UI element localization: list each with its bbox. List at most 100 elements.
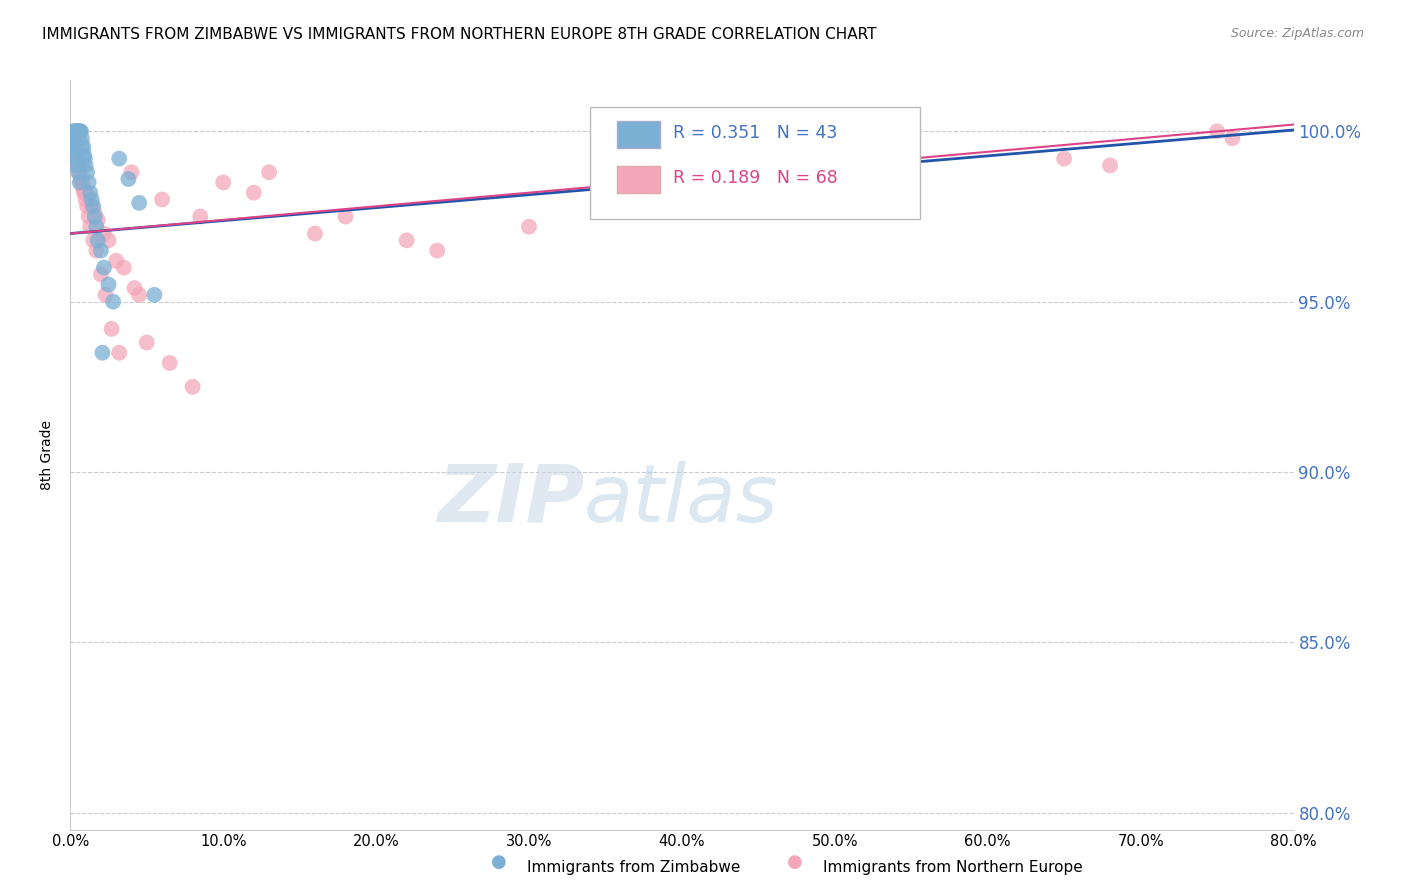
Text: Source: ZipAtlas.com: Source: ZipAtlas.com [1230,27,1364,40]
Point [72,178,94,193]
FancyBboxPatch shape [617,121,659,148]
Point [65,124,87,138]
Point [66,124,89,138]
Point [108,152,131,166]
Point [105,253,128,268]
Point [66,158,89,172]
Point [112,260,135,275]
Point [101,294,124,309]
Point [97,233,120,247]
Point [395,233,418,247]
Point [76,199,98,213]
Point [80,193,103,207]
Point [91,345,114,359]
Point [128,288,150,302]
Point [80,199,103,213]
Point [181,380,204,394]
Point [67,165,90,179]
Point [188,210,211,224]
Point [70,172,93,186]
Point [62,131,84,145]
Point [121,165,143,179]
Point [70,131,93,145]
Point [63,152,86,166]
Point [75,193,97,207]
Point [257,165,280,179]
Text: R = 0.189   N = 68: R = 0.189 N = 68 [673,169,838,186]
Text: ZIP: ZIP [437,461,583,539]
Point [335,210,357,224]
Point [1053,152,1076,166]
Point [73,148,96,162]
Point [426,244,449,258]
Point [900,176,922,190]
Point [128,195,150,210]
Point [69,165,91,179]
Text: atlas: atlas [583,461,779,539]
Point [66,155,89,169]
Text: IMMIGRANTS FROM ZIMBABWE VS IMMIGRANTS FROM NORTHERN EUROPE 8TH GRADE CORRELATIO: IMMIGRANTS FROM ZIMBABWE VS IMMIGRANTS F… [42,27,877,42]
Point [212,176,235,190]
Point [135,335,157,350]
Text: ●: ● [491,853,508,871]
Point [65,148,87,162]
Point [62,138,84,153]
Point [87,233,110,247]
Point [69,124,91,138]
Point [595,199,617,213]
Point [79,219,101,234]
Point [84,244,107,258]
Point [69,169,91,183]
Point [72,138,94,153]
Point [108,345,131,359]
Point [72,141,94,155]
Point [66,124,89,138]
Point [65,124,87,138]
Point [77,176,100,190]
Point [702,199,724,213]
Point [83,210,105,224]
Text: Immigrants from Zimbabwe: Immigrants from Zimbabwe [527,860,741,874]
Point [73,186,96,200]
Point [93,260,115,275]
Point [69,165,91,179]
Point [62,145,84,159]
Point [90,268,112,282]
Point [93,227,115,241]
Text: Immigrants from Northern Europe: Immigrants from Northern Europe [823,860,1083,874]
Point [304,227,326,241]
FancyBboxPatch shape [617,167,659,193]
Point [62,145,84,159]
Point [90,244,112,258]
Point [75,158,97,172]
Point [793,186,815,200]
Point [72,176,94,190]
Point [63,124,86,138]
Point [63,141,86,155]
Point [84,219,107,234]
Point [62,141,84,155]
Point [63,124,86,138]
Point [70,172,93,186]
Point [143,288,166,302]
Point [66,158,89,172]
Point [66,155,89,169]
Point [65,152,87,166]
Point [1099,158,1122,172]
Point [1206,124,1229,138]
Point [66,161,89,176]
Point [70,124,93,138]
Point [67,124,90,138]
Point [63,135,86,149]
Text: R = 0.351   N = 43: R = 0.351 N = 43 [673,124,838,142]
Point [77,210,100,224]
Point [100,322,122,336]
Point [69,176,91,190]
Point [87,213,110,227]
Point [243,186,266,200]
Point [83,206,105,220]
Text: ●: ● [786,853,803,871]
Point [82,233,104,247]
Point [63,152,86,166]
Point [517,219,540,234]
